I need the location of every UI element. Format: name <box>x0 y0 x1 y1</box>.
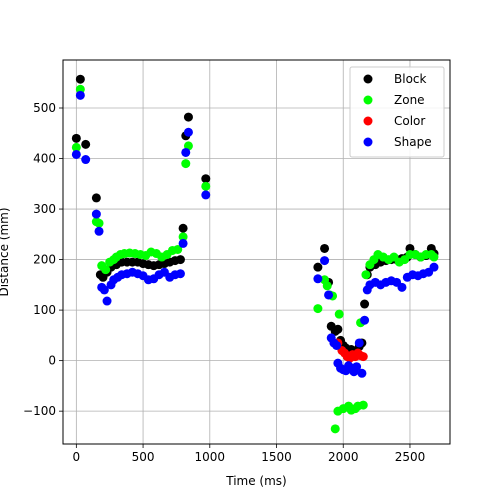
data-point-shape <box>94 226 104 236</box>
legend-marker-block <box>363 74 373 84</box>
data-point-shape <box>75 90 85 100</box>
data-point-shape <box>183 127 193 137</box>
data-point-shape <box>102 296 112 306</box>
data-point-block <box>91 193 101 203</box>
legend-box <box>349 66 445 158</box>
y-tick-label: 100 <box>33 303 56 317</box>
data-point-shape <box>81 155 91 165</box>
x-tick-label: 500 <box>132 450 155 464</box>
data-point-zone <box>358 400 368 410</box>
data-point-shape <box>99 285 109 295</box>
data-point-zone <box>181 159 191 169</box>
legend-marker-color <box>363 116 373 126</box>
data-point-block <box>313 262 323 272</box>
y-tick-label: −100 <box>23 404 56 418</box>
plot-frame <box>62 59 451 445</box>
data-point-shape <box>320 256 330 266</box>
data-point-shape <box>360 315 370 325</box>
legend-marker-zone <box>363 95 373 105</box>
data-point-block <box>75 74 85 84</box>
y-tick-label: 500 <box>33 101 56 115</box>
data-point-shape <box>91 209 101 219</box>
data-point-zone <box>313 304 323 314</box>
data-point-zone <box>101 265 111 275</box>
data-point-shape <box>352 362 362 372</box>
data-point-zone <box>334 309 344 319</box>
data-point-block <box>201 174 211 184</box>
data-point-zone <box>94 218 104 228</box>
data-point-zone <box>429 252 439 262</box>
legend-label-block: Block <box>394 72 427 86</box>
data-points <box>71 74 439 434</box>
series-zone <box>71 84 439 434</box>
axis-ticks: 0 500 1000 1500 2000 2500 −100 0 100 200 300 400 500 <box>23 101 425 464</box>
data-point-zone <box>330 424 340 434</box>
data-point-shape <box>178 238 188 248</box>
x-tick-label: 2500 <box>395 450 426 464</box>
data-point-zone <box>178 232 188 242</box>
data-point-block <box>333 324 343 334</box>
y-tick-label: 0 <box>48 354 56 368</box>
data-point-zone <box>361 270 371 280</box>
data-point-zone <box>71 142 81 152</box>
data-point-block <box>320 243 330 253</box>
data-point-shape <box>71 149 81 159</box>
y-tick-label: 300 <box>33 202 56 216</box>
y-tick-label: 200 <box>33 253 56 267</box>
legend-label-color: Color <box>394 114 425 128</box>
x-tick-label: 1500 <box>261 450 292 464</box>
data-point-shape <box>357 368 367 378</box>
data-point-color <box>358 352 368 362</box>
data-point-shape <box>429 262 439 272</box>
data-point-shape <box>397 282 407 292</box>
data-point-block <box>183 112 193 122</box>
series-color <box>333 338 368 363</box>
y-axis-label: Distance (mm) <box>0 207 11 296</box>
data-point-shape <box>201 190 211 200</box>
data-point-shape <box>332 340 342 350</box>
x-axis-label: Time (ms) <box>225 474 287 488</box>
legend-entries: Block Zone Color Shape <box>363 72 432 149</box>
data-point-shape <box>175 269 185 279</box>
x-tick-label: 1000 <box>195 450 226 464</box>
data-point-shape <box>313 274 323 284</box>
legend-marker-shape <box>363 137 373 147</box>
data-point-zone <box>322 281 332 291</box>
x-tick-label: 0 <box>73 450 81 464</box>
legend-label-zone: Zone <box>394 93 425 107</box>
data-point-shape <box>354 338 364 348</box>
data-point-block <box>178 223 188 233</box>
legend: Block Zone Color Shape <box>349 66 445 158</box>
legend-label-shape: Shape <box>394 135 432 149</box>
data-point-block <box>71 133 81 143</box>
data-point-block <box>81 139 91 149</box>
y-tick-label: 400 <box>33 152 56 166</box>
data-point-shape <box>324 290 334 300</box>
data-point-zone <box>173 244 183 254</box>
data-point-zone <box>201 181 211 191</box>
data-point-block <box>175 255 185 265</box>
data-point-shape <box>181 147 191 157</box>
x-tick-label: 2000 <box>328 450 359 464</box>
data-point-block <box>360 299 370 309</box>
series-shape <box>71 90 439 378</box>
